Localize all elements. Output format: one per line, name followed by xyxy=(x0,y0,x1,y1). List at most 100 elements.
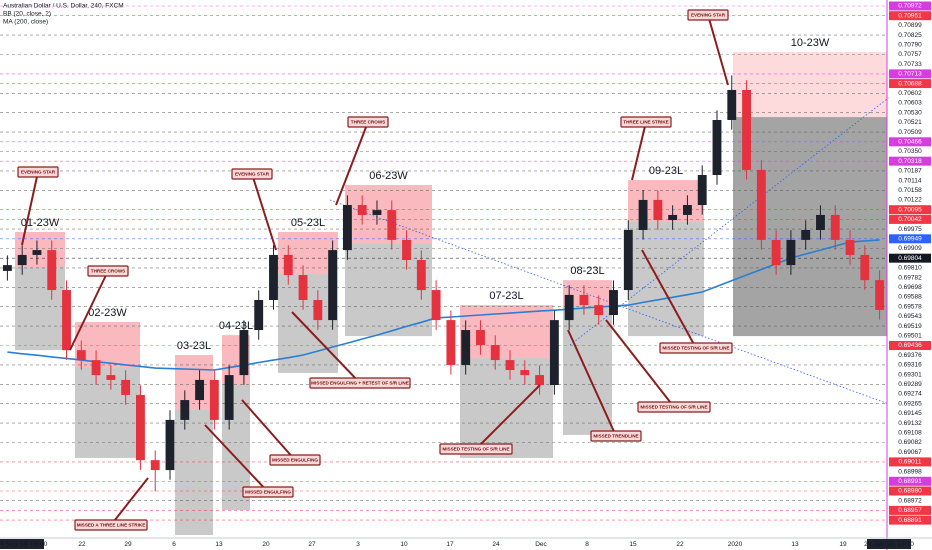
callout-text: EVENING STAR xyxy=(235,172,270,177)
candle-body xyxy=(342,205,352,251)
time-label-bg xyxy=(867,539,911,549)
candle-body xyxy=(62,290,71,351)
candle-body xyxy=(254,299,264,331)
price-label: 0.70318 xyxy=(898,158,922,165)
candle-body xyxy=(402,239,411,261)
price-label-bg xyxy=(888,39,932,50)
callout-text: MISSED TESTING OF S/R LINE xyxy=(442,447,509,452)
candle-body xyxy=(47,250,57,291)
candle-body xyxy=(476,330,485,346)
chart-title: Australian Dollar / U.S. Dollar, 240, FX… xyxy=(3,3,124,10)
candle-body xyxy=(727,89,737,120)
time-label: 22 xyxy=(676,541,684,548)
candle-body xyxy=(224,375,234,420)
price-label: 0.69588 xyxy=(898,294,922,301)
position-label: 04-23L xyxy=(219,320,253,332)
callout-text: MISSED ENGULFING xyxy=(245,490,291,495)
price-label: 0.69810 xyxy=(898,265,922,272)
price-label: 0.69436 xyxy=(898,342,922,349)
price-label-bg xyxy=(888,107,932,118)
callout-text: THREE CROWS xyxy=(351,120,385,125)
time-label: 19 xyxy=(839,541,847,548)
time-label: 04 Sep '19 09:00 xyxy=(0,541,48,548)
price-label: 0.69949 xyxy=(898,236,922,243)
candle-body xyxy=(416,260,426,291)
callout-text: MISSED TRENDLINE xyxy=(593,434,638,439)
callout-pointer xyxy=(110,477,149,526)
price-label: 0.70042 xyxy=(898,216,922,223)
time-label-bg xyxy=(0,539,44,549)
price-label: 0.70757 xyxy=(898,51,922,58)
price-label: 0.70122 xyxy=(898,197,922,204)
candle-body xyxy=(357,205,367,215)
candle-body xyxy=(180,400,190,420)
price-label: 0.70688 xyxy=(898,80,922,87)
callout-text: MISSED A THREE LINE STRIKE xyxy=(77,523,146,528)
candle-body xyxy=(106,375,116,380)
candle-body xyxy=(535,375,545,386)
price-label-bg xyxy=(889,1,931,11)
price-label-bg xyxy=(888,20,932,31)
price-label: 0.69082 xyxy=(898,439,922,446)
candle-body xyxy=(771,239,781,266)
callout-text: MISSED ENGULFING xyxy=(272,458,318,463)
price-label: 0.70825 xyxy=(898,32,922,39)
price-label-bg xyxy=(888,427,932,438)
callout-box xyxy=(347,116,389,128)
price-label: 0.69543 xyxy=(898,313,922,320)
price-label: 0.69909 xyxy=(898,245,922,252)
callout-pointer xyxy=(69,270,109,351)
price-label: 0.69067 xyxy=(898,449,922,456)
callout-text: EVENING STAR xyxy=(21,170,56,175)
price-label: 0.70095 xyxy=(898,206,922,213)
candle-body xyxy=(742,89,751,170)
time-label: 27 xyxy=(308,541,316,548)
position-label: 09-23L xyxy=(649,165,683,177)
price-label: 0.70114 xyxy=(898,177,921,184)
price-label-bg xyxy=(889,137,931,147)
level-lines xyxy=(0,5,906,521)
price-label-bg xyxy=(888,495,932,506)
callout-box xyxy=(659,342,733,354)
price-label: 0.69108 xyxy=(898,430,922,437)
time-label: Dec xyxy=(535,541,547,548)
trend-line xyxy=(569,84,906,346)
price-label-bg xyxy=(888,243,932,254)
candle-body xyxy=(609,290,618,316)
candle-body xyxy=(165,419,175,471)
price-label: 0.69289 xyxy=(898,381,922,388)
position-label: 02-23W xyxy=(88,307,127,319)
price-label: 0.68957 xyxy=(898,507,922,514)
target-zone xyxy=(460,358,553,458)
price-label-bg xyxy=(889,11,931,21)
candle-body xyxy=(520,370,530,376)
candle-body xyxy=(875,280,885,310)
time-label: 13 xyxy=(791,541,799,548)
callout-box xyxy=(269,454,321,466)
candle-body xyxy=(564,294,574,321)
candle-body xyxy=(712,119,722,175)
price-label-bg xyxy=(888,185,932,196)
callout-box xyxy=(439,443,513,455)
price-label-bg xyxy=(888,369,932,380)
candle-body xyxy=(860,254,870,281)
candle-body xyxy=(697,174,707,206)
candle-body xyxy=(623,229,633,291)
price-label-bg xyxy=(889,476,931,486)
price-label: 0.70733 xyxy=(898,61,922,68)
callout-text: EVENING STAR xyxy=(691,13,726,18)
price-label: 0.69376 xyxy=(898,352,922,359)
price-label-bg xyxy=(889,486,931,496)
time-label: 17 xyxy=(446,541,454,548)
price-label-bg xyxy=(888,389,932,399)
price-label-bg xyxy=(888,127,932,138)
price-label: 0.69145 xyxy=(898,410,922,417)
candle-body xyxy=(668,214,678,221)
price-label-bg xyxy=(889,234,931,244)
price-label-bg xyxy=(888,437,932,448)
price-label: 0.68980 xyxy=(898,488,922,495)
price-label-bg xyxy=(889,515,931,525)
price-label-bg xyxy=(888,350,932,361)
position-label: 05-23L xyxy=(291,217,325,229)
